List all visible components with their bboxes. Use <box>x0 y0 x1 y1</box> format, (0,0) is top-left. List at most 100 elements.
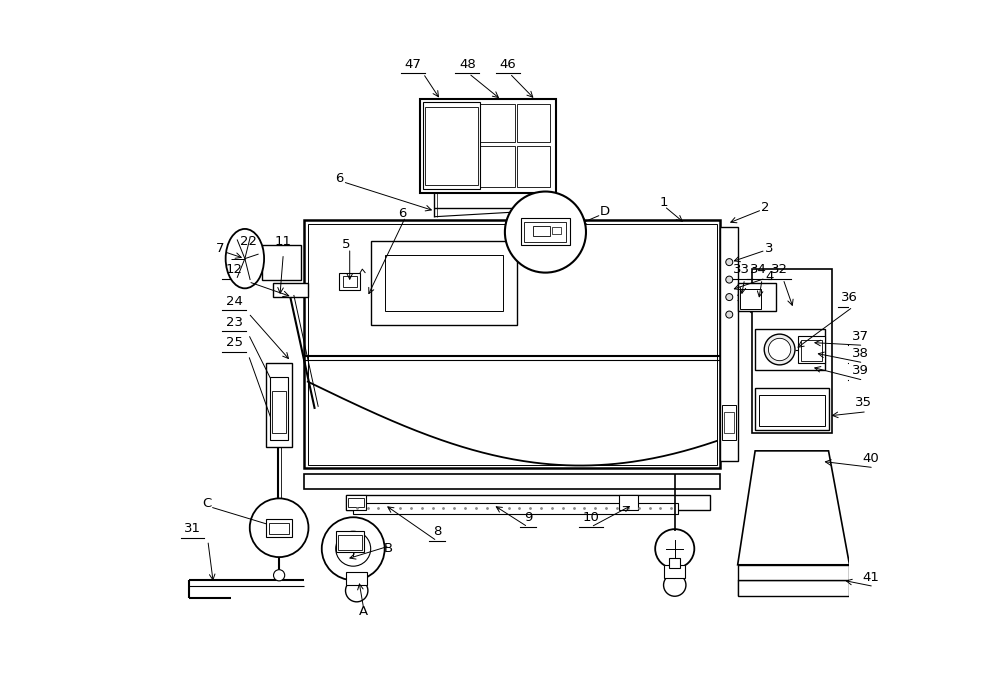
Bar <box>669 558 680 568</box>
Text: 6: 6 <box>398 207 406 219</box>
Circle shape <box>336 531 371 566</box>
Circle shape <box>768 338 791 361</box>
Ellipse shape <box>226 229 264 289</box>
Bar <box>266 363 292 447</box>
Bar <box>619 495 638 510</box>
Bar <box>480 104 515 142</box>
Circle shape <box>505 192 586 273</box>
Bar <box>266 519 292 537</box>
Bar <box>339 273 360 290</box>
Bar <box>269 523 289 534</box>
Text: 5: 5 <box>342 238 350 251</box>
Bar <box>533 226 550 236</box>
Bar <box>738 565 849 580</box>
Text: B: B <box>384 542 393 555</box>
Text: 24: 24 <box>226 294 243 308</box>
Text: 36: 36 <box>841 291 858 304</box>
Bar <box>720 227 738 461</box>
Polygon shape <box>738 451 849 565</box>
Bar <box>304 474 720 489</box>
Bar <box>385 255 503 311</box>
Text: 46: 46 <box>500 57 517 71</box>
Text: 33: 33 <box>733 263 750 276</box>
Text: 11: 11 <box>275 235 292 248</box>
Text: 35: 35 <box>855 396 872 409</box>
Bar <box>480 146 515 187</box>
Circle shape <box>655 529 694 568</box>
Bar <box>724 412 734 433</box>
Circle shape <box>726 311 733 318</box>
Text: 41: 41 <box>862 570 879 584</box>
Bar <box>346 495 710 510</box>
Circle shape <box>726 276 733 283</box>
Text: 12: 12 <box>226 263 243 276</box>
Bar <box>270 377 288 440</box>
Bar <box>517 104 550 142</box>
Circle shape <box>346 579 368 602</box>
Text: A: A <box>359 605 368 618</box>
Bar <box>521 218 570 245</box>
Bar <box>752 269 832 433</box>
Bar <box>423 102 480 189</box>
Bar <box>420 99 556 193</box>
Text: 1: 1 <box>660 196 669 209</box>
Text: 40: 40 <box>862 452 879 465</box>
Bar <box>755 388 829 430</box>
Circle shape <box>664 574 686 596</box>
Text: 37: 37 <box>851 329 868 343</box>
Bar <box>343 276 357 287</box>
Text: 25: 25 <box>226 336 243 350</box>
Bar <box>308 367 717 465</box>
Text: 38: 38 <box>852 347 868 360</box>
Text: D: D <box>600 205 610 217</box>
Bar <box>517 146 550 187</box>
Text: 8: 8 <box>433 525 441 538</box>
Bar <box>308 224 717 465</box>
Bar <box>524 222 566 242</box>
Bar <box>801 340 822 361</box>
Bar <box>759 395 825 426</box>
Circle shape <box>274 570 285 581</box>
Text: 9: 9 <box>524 511 532 524</box>
Bar <box>738 283 776 311</box>
Text: 23: 23 <box>226 315 243 329</box>
Text: 4: 4 <box>765 270 773 282</box>
Bar <box>738 580 849 596</box>
Circle shape <box>764 334 795 365</box>
Text: 7: 7 <box>216 242 225 254</box>
Text: 47: 47 <box>404 57 421 71</box>
Circle shape <box>726 259 733 266</box>
Circle shape <box>250 498 308 557</box>
Text: 22: 22 <box>240 235 257 248</box>
Text: 2: 2 <box>761 201 770 214</box>
Bar <box>664 565 685 578</box>
Bar <box>348 498 364 507</box>
Bar <box>336 531 364 552</box>
Bar <box>262 245 301 280</box>
Bar <box>304 220 720 468</box>
Text: 3: 3 <box>765 242 773 254</box>
Bar <box>722 405 736 440</box>
Bar <box>273 283 308 297</box>
Text: 10: 10 <box>582 511 599 524</box>
Text: C: C <box>202 497 211 510</box>
Bar <box>740 289 761 309</box>
Text: 31: 31 <box>184 521 201 535</box>
Bar <box>738 580 849 596</box>
Bar <box>346 495 366 510</box>
Bar <box>346 572 367 585</box>
Circle shape <box>726 294 733 301</box>
Bar <box>371 241 517 325</box>
Text: 48: 48 <box>459 57 476 71</box>
Text: 39: 39 <box>852 364 868 377</box>
Bar <box>755 329 825 370</box>
Bar <box>353 503 678 514</box>
Bar <box>338 535 362 550</box>
Bar <box>272 391 286 433</box>
Bar <box>552 227 561 234</box>
Text: 32: 32 <box>771 263 788 276</box>
Bar <box>425 107 478 185</box>
Text: 34: 34 <box>750 263 767 276</box>
Circle shape <box>322 517 385 580</box>
Text: 6: 6 <box>335 172 343 185</box>
